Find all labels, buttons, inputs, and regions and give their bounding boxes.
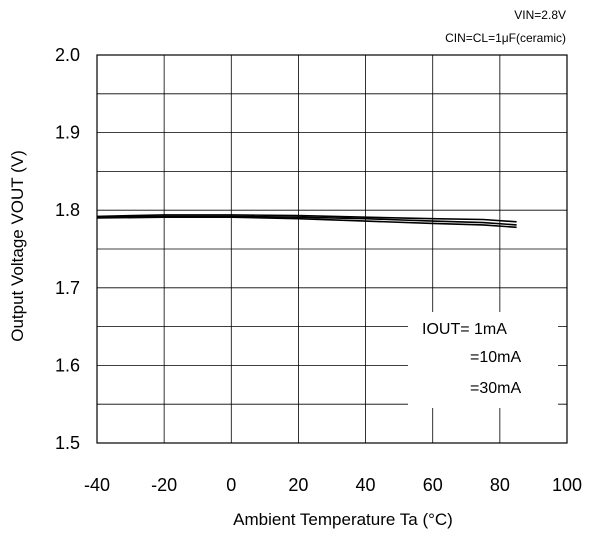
grid [97, 55, 567, 443]
x-tick-label: 20 [288, 475, 308, 495]
y-tick-label: 1.9 [55, 123, 80, 143]
x-tick-label: 60 [423, 475, 443, 495]
y-tick-label: 1.6 [55, 355, 80, 375]
condition-capacitors: CIN=CL=1μF(ceramic) [445, 31, 566, 45]
y-axis-title: Output Voltage VOUT (V) [8, 150, 27, 342]
legend-label: =10mA [470, 349, 521, 366]
legend-label: IOUT= 1mA [422, 321, 507, 338]
x-tick-label: -20 [151, 475, 177, 495]
legend-label: =30mA [470, 380, 521, 397]
series-lines [96, 214, 517, 229]
x-tick-labels: -40 -20 0 20 40 60 80 100 [84, 475, 582, 495]
y-tick-label: 2.0 [55, 45, 80, 65]
plot-frame [96, 54, 568, 444]
x-axis-title: Ambient Temperature Ta (°C) [233, 510, 453, 529]
x-tick-label: 40 [356, 475, 376, 495]
x-tick-label: -40 [84, 475, 110, 495]
condition-vin: VIN=2.8V [514, 8, 566, 22]
y-tick-label: 1.7 [55, 278, 80, 298]
x-tick-label: 0 [226, 475, 236, 495]
x-tick-label: 100 [552, 475, 582, 495]
series-line-3 [96, 216, 517, 229]
y-tick-labels: 1.5 1.6 1.7 1.8 1.9 2.0 [55, 45, 80, 453]
legend: IOUT= 1mA =10mA =30mA [408, 312, 558, 408]
legend-box [408, 312, 558, 408]
y-tick-label: 1.5 [55, 433, 80, 453]
series-line-2 [96, 215, 517, 226]
series-line-1 [96, 214, 517, 223]
y-tick-label: 1.8 [55, 200, 80, 220]
x-tick-label: 80 [490, 475, 510, 495]
